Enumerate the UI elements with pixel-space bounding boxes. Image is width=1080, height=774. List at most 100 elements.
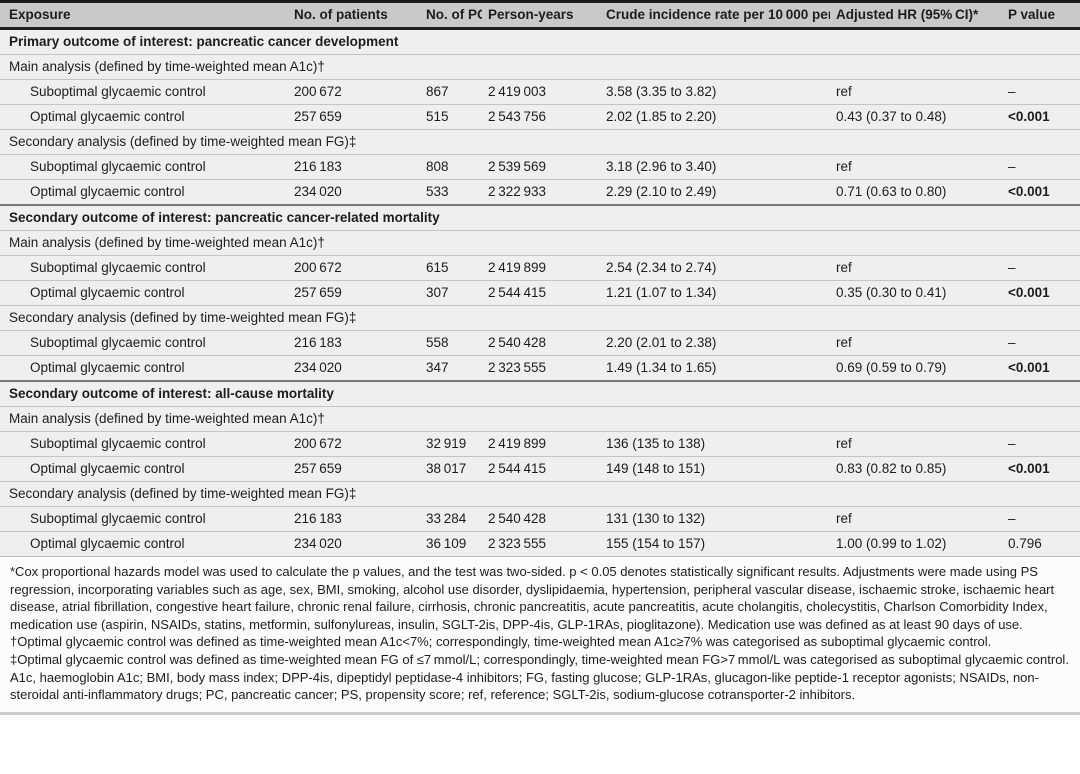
cell-p-value: 0.796 [1002, 531, 1080, 556]
section-title: Secondary outcome of interest: all-cause… [0, 380, 1080, 407]
cell-pc: 515 [420, 104, 482, 130]
cell-crude-rate: 1.49 (1.34 to 1.65) [600, 355, 830, 381]
cell-adjusted-hr: ref [830, 330, 1002, 356]
cell-p-value: – [1002, 330, 1080, 356]
cell-adjusted-hr: ref [830, 79, 1002, 105]
cell-crude-rate: 2.29 (2.10 to 2.49) [600, 179, 830, 205]
cell-patients: 234 020 [288, 531, 420, 556]
cell-person-years: 2 544 415 [482, 280, 600, 306]
cell-pc: 36 109 [420, 531, 482, 556]
table-row: Suboptimal glycaemic control 216 183 808… [0, 154, 1080, 180]
cell-adjusted-hr: ref [830, 255, 1002, 281]
cell-exposure: Suboptimal glycaemic control [0, 255, 288, 281]
cell-patients: 257 659 [288, 280, 420, 306]
cell-pc: 615 [420, 255, 482, 281]
cell-crude-rate: 155 (154 to 157) [600, 531, 830, 556]
table-row: Optimal glycaemic control 257 659 515 2 … [0, 104, 1080, 130]
cell-exposure: Suboptimal glycaemic control [0, 506, 288, 532]
table-header-row: Exposure No. of patients No. of PC Perso… [0, 1, 1080, 30]
section-header-row: Secondary outcome of interest: all-cause… [0, 380, 1080, 407]
table-row: Suboptimal glycaemic control 200 672 615… [0, 255, 1080, 281]
cell-exposure: Optimal glycaemic control [0, 179, 288, 205]
cell-exposure: Suboptimal glycaemic control [0, 431, 288, 457]
cell-person-years: 2 322 933 [482, 179, 600, 205]
cell-pc: 558 [420, 330, 482, 356]
cell-person-years: 2 543 756 [482, 104, 600, 130]
group-label-row: Main analysis (defined by time-weighted … [0, 230, 1080, 256]
outcomes-table: Exposure No. of patients No. of PC Perso… [0, 0, 1080, 556]
cell-adjusted-hr: ref [830, 506, 1002, 532]
group-label-row: Main analysis (defined by time-weighted … [0, 54, 1080, 80]
footnote-a1c-definition: †Optimal glycaemic control was defined a… [10, 634, 992, 650]
group-label-row: Secondary analysis (defined by time-weig… [0, 481, 1080, 507]
cell-crude-rate: 131 (130 to 132) [600, 506, 830, 532]
group-label-row: Secondary analysis (defined by time-weig… [0, 129, 1080, 155]
cell-pc: 347 [420, 355, 482, 381]
section-title: Primary outcome of interest: pancreatic … [0, 27, 1080, 55]
cell-p-value: <0.001 [1002, 179, 1080, 205]
table-row: Optimal glycaemic control 257 659 307 2 … [0, 280, 1080, 306]
cell-crude-rate: 149 (148 to 151) [600, 456, 830, 482]
column-header-patients: No. of patients [288, 1, 420, 30]
section-header-row: Primary outcome of interest: pancreatic … [0, 27, 1080, 55]
cell-exposure: Optimal glycaemic control [0, 456, 288, 482]
table-row: Suboptimal glycaemic control 200 672 32 … [0, 431, 1080, 457]
cell-adjusted-hr: 0.83 (0.82 to 0.85) [830, 456, 1002, 482]
cell-exposure: Suboptimal glycaemic control [0, 79, 288, 105]
cell-adjusted-hr: ref [830, 431, 1002, 457]
cell-p-value: <0.001 [1002, 355, 1080, 381]
cell-patients: 234 020 [288, 355, 420, 381]
table-row: Suboptimal glycaemic control 216 183 33 … [0, 506, 1080, 532]
table-row: Optimal glycaemic control 234 020 36 109… [0, 531, 1080, 556]
cell-patients: 216 183 [288, 330, 420, 356]
column-header-exposure: Exposure [0, 1, 288, 30]
cell-adjusted-hr: 1.00 (0.99 to 1.02) [830, 531, 1002, 556]
cell-exposure: Suboptimal glycaemic control [0, 330, 288, 356]
group-label-row: Secondary analysis (defined by time-weig… [0, 305, 1080, 331]
cell-p-value: – [1002, 506, 1080, 532]
column-header-pc: No. of PC [420, 1, 482, 30]
cell-person-years: 2 544 415 [482, 456, 600, 482]
footnote-cox-model: *Cox proportional hazards model was used… [10, 564, 1055, 632]
cell-pc: 307 [420, 280, 482, 306]
section-header-row: Secondary outcome of interest: pancreati… [0, 204, 1080, 231]
cell-person-years: 2 323 555 [482, 531, 600, 556]
cell-p-value: – [1002, 431, 1080, 457]
cell-crude-rate: 2.02 (1.85 to 2.20) [600, 104, 830, 130]
cell-adjusted-hr: 0.69 (0.59 to 0.79) [830, 355, 1002, 381]
table-row: Suboptimal glycaemic control 200 672 867… [0, 79, 1080, 105]
cell-patients: 216 183 [288, 154, 420, 180]
cell-person-years: 2 419 899 [482, 431, 600, 457]
table-row: Optimal glycaemic control 257 659 38 017… [0, 456, 1080, 482]
column-header-person-years: Person-years [482, 1, 600, 30]
table-row: Optimal glycaemic control 234 020 347 2 … [0, 355, 1080, 381]
cell-patients: 200 672 [288, 431, 420, 457]
footnote-fg-definition: ‡Optimal glycaemic control was defined a… [10, 651, 1069, 667]
cell-pc: 32 919 [420, 431, 482, 457]
cell-pc: 808 [420, 154, 482, 180]
cell-p-value: <0.001 [1002, 280, 1080, 306]
cell-crude-rate: 2.54 (2.34 to 2.74) [600, 255, 830, 281]
cell-exposure: Suboptimal glycaemic control [0, 154, 288, 180]
cell-exposure: Optimal glycaemic control [0, 280, 288, 306]
cell-person-years: 2 540 428 [482, 506, 600, 532]
group-label: Main analysis (defined by time-weighted … [0, 406, 1080, 432]
group-label: Secondary analysis (defined by time-weig… [0, 481, 1080, 507]
cell-p-value: – [1002, 255, 1080, 281]
cell-person-years: 2 539 569 [482, 154, 600, 180]
column-header-adjusted-hr: Adjusted HR (95% CI)* [830, 1, 1002, 30]
cell-p-value: – [1002, 154, 1080, 180]
cell-adjusted-hr: 0.35 (0.30 to 0.41) [830, 280, 1002, 306]
group-label-row: Main analysis (defined by time-weighted … [0, 406, 1080, 432]
cell-crude-rate: 3.58 (3.35 to 3.82) [600, 79, 830, 105]
group-label: Secondary analysis (defined by time-weig… [0, 305, 1080, 331]
table-row: Suboptimal glycaemic control 216 183 558… [0, 330, 1080, 356]
cell-pc: 867 [420, 79, 482, 105]
cell-person-years: 2 323 555 [482, 355, 600, 381]
cell-pc: 38 017 [420, 456, 482, 482]
cell-pc: 533 [420, 179, 482, 205]
cell-exposure: Optimal glycaemic control [0, 531, 288, 556]
cell-pc: 33 284 [420, 506, 482, 532]
group-label: Main analysis (defined by time-weighted … [0, 54, 1080, 80]
